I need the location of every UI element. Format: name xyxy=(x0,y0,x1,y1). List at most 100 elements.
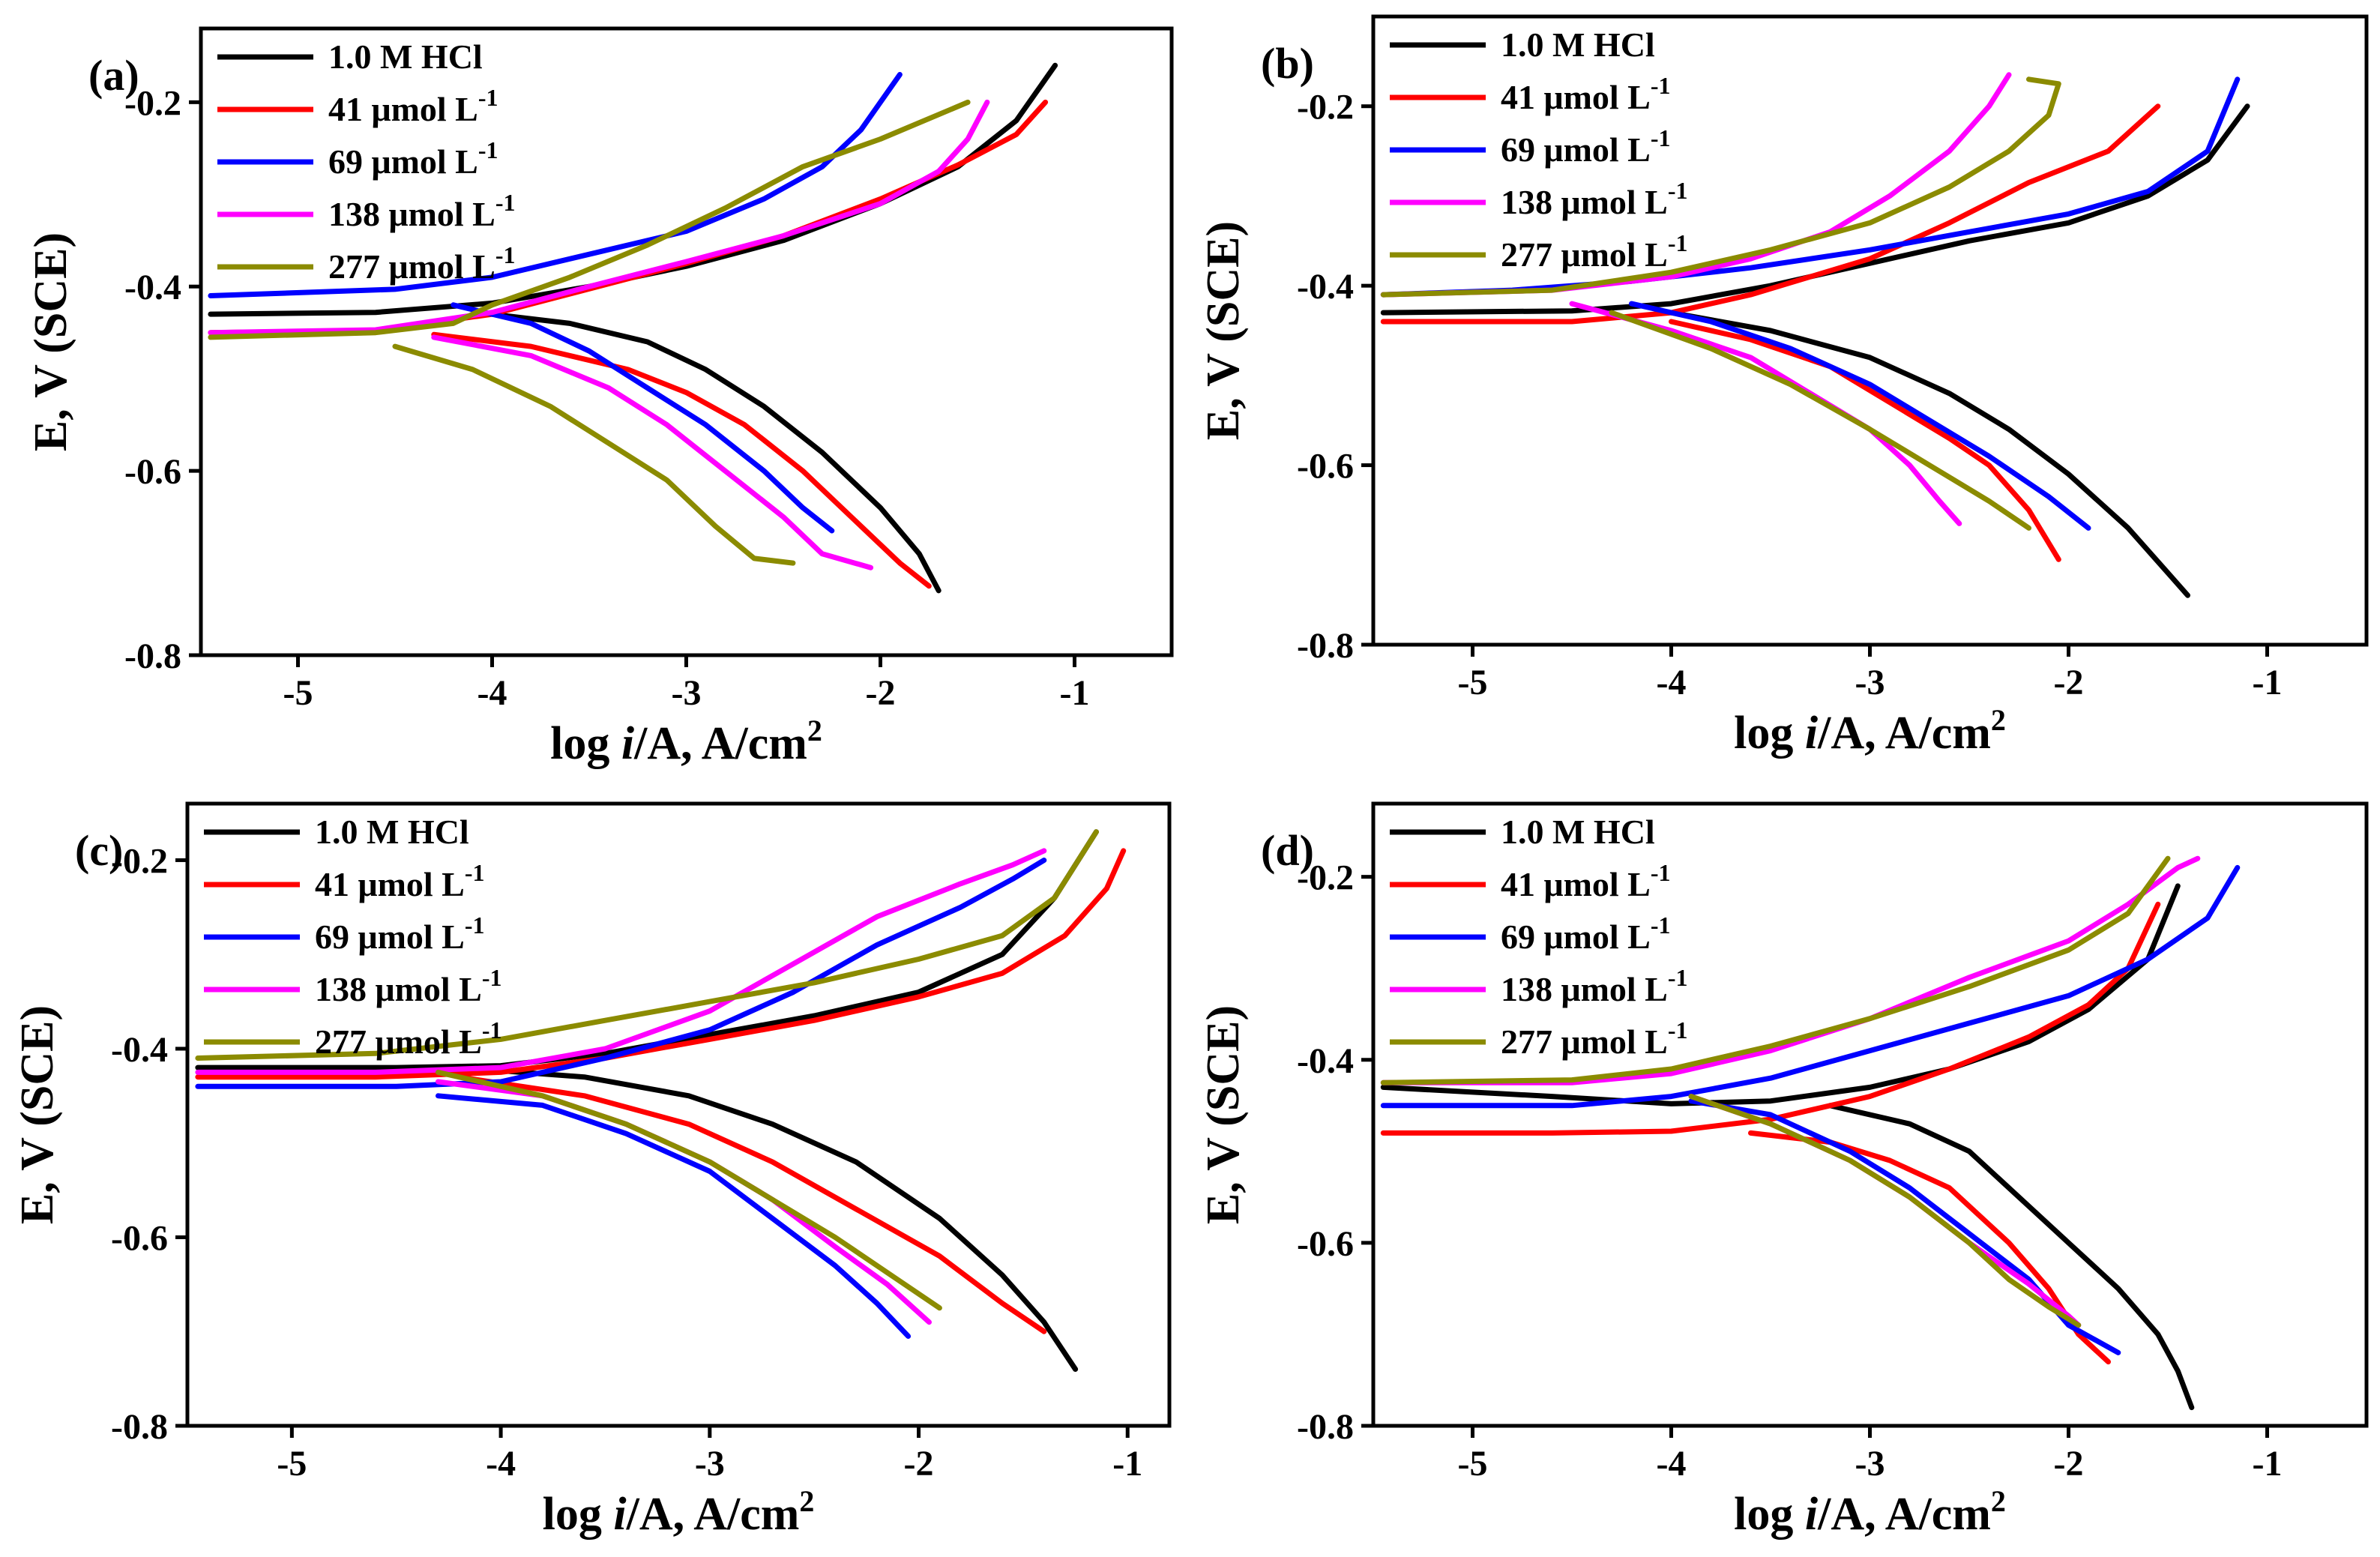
legend-label: 138 μmol L-1 xyxy=(1501,177,1688,221)
series-line-3-cathodic xyxy=(1569,301,1962,526)
legend-label-main: 277 μmol L xyxy=(1501,235,1668,274)
legend-label: 1.0 M HCl xyxy=(1501,25,1655,64)
panel-label: (a) xyxy=(88,51,139,100)
series-line-4-cathodic xyxy=(436,1069,942,1311)
series-line-3-cathodic xyxy=(431,334,874,570)
x-axis-title-superscript: 2 xyxy=(799,1484,814,1518)
legend-label: 277 μmol L-1 xyxy=(315,1017,502,1061)
legend-label: 41 μmol L-1 xyxy=(315,859,485,903)
series-line-1-cathodic xyxy=(456,1074,1047,1334)
series-line-0-anodic xyxy=(195,829,1099,1070)
legend-label: 138 μmol L-1 xyxy=(328,189,516,233)
legend-label: 277 μmol L-1 xyxy=(1501,1017,1688,1061)
legend-label: 1.0 M HCl xyxy=(1501,813,1655,851)
y-tick-label: -0.2 xyxy=(124,83,181,123)
x-tick-label: -2 xyxy=(904,1444,934,1484)
series-line-3-anodic xyxy=(208,99,990,336)
series-line-0-cathodic xyxy=(1669,310,2190,598)
series-line-2-cathodic xyxy=(436,1093,912,1339)
legend-label-main: 138 μmol L xyxy=(1501,970,1668,1008)
y-tick-label: -0.4 xyxy=(1297,267,1354,307)
series-line-1-anodic xyxy=(1380,103,2161,325)
legend-label-superscript: -1 xyxy=(465,859,485,886)
y-axis-title: E, V (SCE) xyxy=(1198,221,1249,440)
y-tick-label: -0.6 xyxy=(124,452,181,492)
x-axis-title-superscript: 2 xyxy=(1991,703,2006,737)
x-axis-title-prefix: log xyxy=(1734,1489,1805,1540)
y-axis-title: E, V (SCE) xyxy=(1198,1005,1249,1224)
x-tick-label: -1 xyxy=(2253,1444,2283,1484)
y-tick-label: -0.8 xyxy=(1297,626,1354,666)
series-line-1-cathodic xyxy=(431,331,932,589)
panel-label: (c) xyxy=(75,826,123,875)
legend-label-superscript: -1 xyxy=(482,964,502,991)
x-axis-title: log i/A, A/cm2 xyxy=(550,714,822,769)
x-axis-title-superscript: 2 xyxy=(807,714,822,747)
legend-label: 1.0 M HCl xyxy=(328,37,483,76)
series-line-2-anodic xyxy=(208,72,903,298)
series-line-3-anodic xyxy=(1380,72,2012,298)
series-line-0-anodic xyxy=(208,62,1058,317)
legend-label-main: 41 μmol L xyxy=(315,865,465,903)
y-tick-label: -0.4 xyxy=(124,268,181,307)
x-axis-title: log i/A, A/cm2 xyxy=(1734,1484,2006,1540)
x-axis-title-italic: i xyxy=(1805,1489,1818,1540)
series-line-4-anodic xyxy=(1380,855,2171,1085)
legend-label-superscript: -1 xyxy=(478,84,498,111)
x-axis-title-italic: i xyxy=(613,1489,626,1540)
series-line-2-cathodic xyxy=(451,302,835,534)
y-tick-label: -0.2 xyxy=(1297,858,1354,898)
x-tick-label: -2 xyxy=(2054,1444,2084,1484)
legend-label-main: 277 μmol L xyxy=(315,1023,482,1061)
y-tick-label: -0.6 xyxy=(1297,1224,1354,1264)
legend-label-superscript: -1 xyxy=(482,1017,502,1043)
series-line-4-anodic xyxy=(208,99,971,340)
x-axis-title-suffix: /A, A/cm xyxy=(1817,708,1991,759)
x-tick-label: -4 xyxy=(486,1444,516,1484)
series-line-4-anodic xyxy=(195,829,1099,1061)
x-tick-label: -4 xyxy=(1657,1444,1687,1484)
series-line-3-anodic xyxy=(1380,855,2201,1085)
x-tick-label: -5 xyxy=(283,673,313,713)
legend-label-main: 277 μmol L xyxy=(328,247,495,286)
legend-label: 138 μmol L-1 xyxy=(1501,964,1688,1008)
series-line-2-cathodic xyxy=(1629,301,2091,531)
series-group xyxy=(1380,72,2250,598)
legend-label: 41 μmol L-1 xyxy=(328,84,498,128)
legend-label-superscript: -1 xyxy=(1668,177,1688,204)
legend-label-superscript: -1 xyxy=(1668,964,1688,991)
series-line-0-cathodic xyxy=(489,311,942,594)
legend-label: 41 μmol L-1 xyxy=(1501,72,1671,116)
legend-label-superscript: -1 xyxy=(495,189,516,216)
x-tick-label: -3 xyxy=(695,1444,725,1484)
y-tick-label: -0.8 xyxy=(124,636,181,676)
series-line-1-cathodic xyxy=(1748,1130,2111,1365)
legend-label: 69 μmol L-1 xyxy=(315,912,485,956)
x-tick-label: -3 xyxy=(1855,1444,1885,1484)
y-tick-label: -0.2 xyxy=(1297,88,1354,127)
legend-label-superscript: -1 xyxy=(1668,1017,1688,1043)
x-tick-label: -3 xyxy=(1855,663,1885,702)
legend-label-main: 69 μmol L xyxy=(1501,918,1651,956)
series-line-4-cathodic xyxy=(1609,310,2031,531)
legend-label-superscript: -1 xyxy=(495,241,516,268)
x-tick-label: -5 xyxy=(1458,1444,1488,1484)
legend-label-main: 277 μmol L xyxy=(1501,1023,1668,1061)
series-group xyxy=(208,62,1058,594)
x-tick-label: -2 xyxy=(866,673,896,713)
y-axis-title: E, V (SCE) xyxy=(25,232,76,451)
legend-label-superscript: -1 xyxy=(1651,912,1671,939)
series-line-0-anodic xyxy=(1380,103,2250,316)
x-axis-title-suffix: /A, A/cm xyxy=(1817,1489,1991,1540)
series-line-1-cathodic xyxy=(1669,319,2061,562)
legend-label: 69 μmol L-1 xyxy=(1501,912,1671,956)
legend-label-main: 69 μmol L xyxy=(328,142,478,181)
x-tick-label: -1 xyxy=(1060,673,1090,713)
series-line-1-anodic xyxy=(1380,901,2161,1136)
x-tick-label: -2 xyxy=(2054,663,2084,702)
x-axis-title: log i/A, A/cm2 xyxy=(543,1484,815,1540)
